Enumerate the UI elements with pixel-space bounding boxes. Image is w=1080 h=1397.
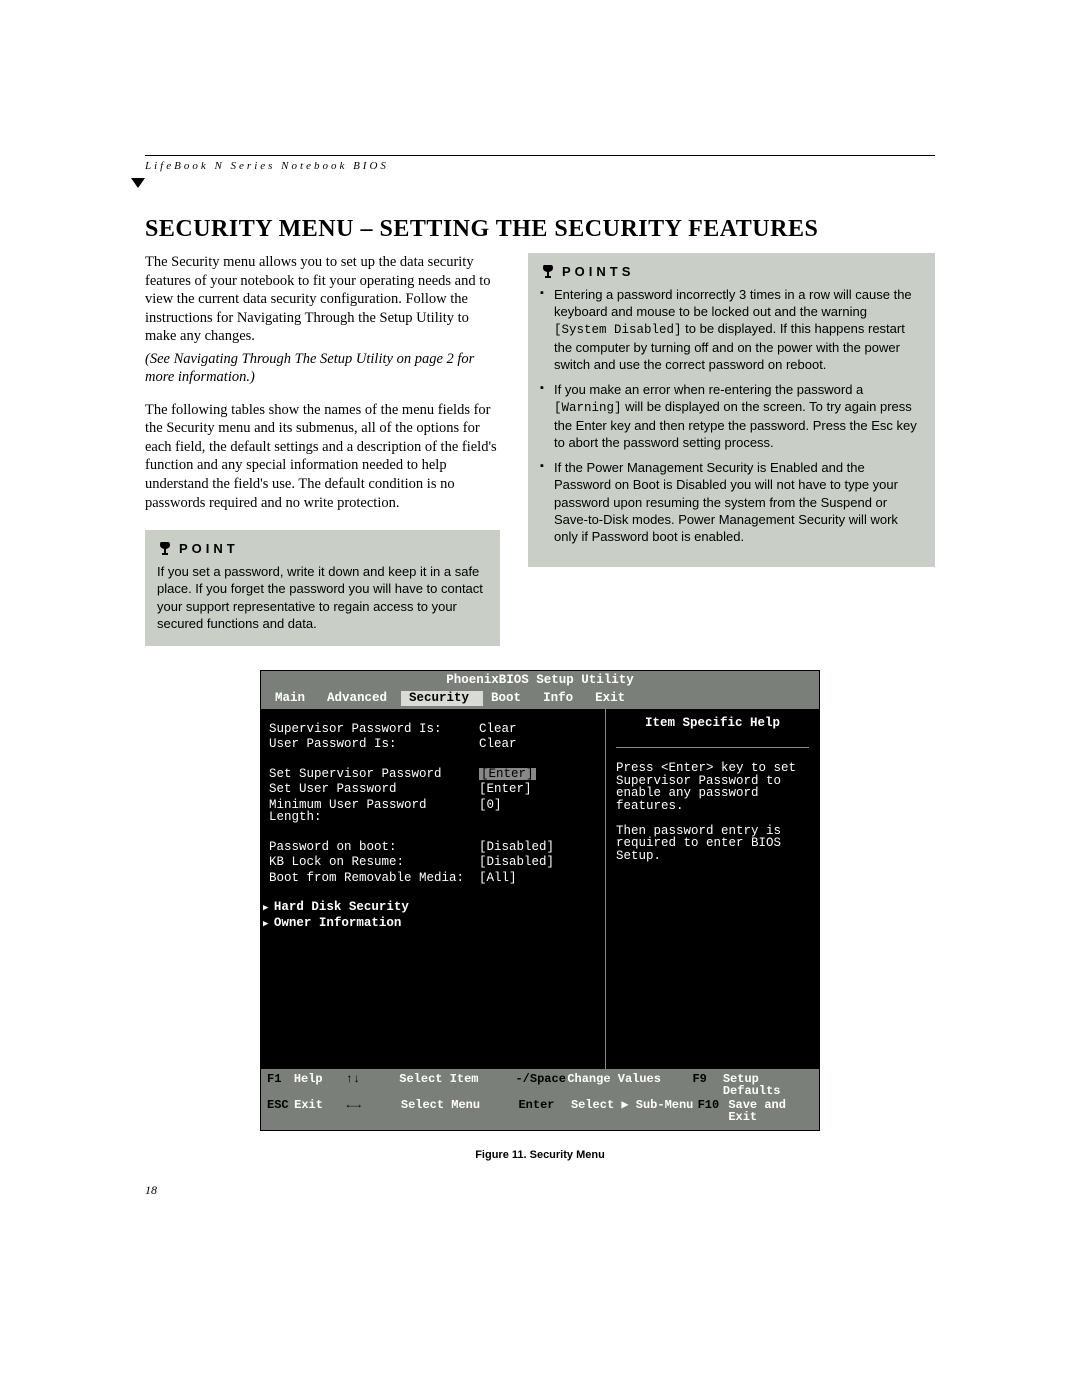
points-list-item: Entering a password incorrectly 3 times … <box>540 286 923 373</box>
point-text: If you set a password, write it down and… <box>157 563 488 632</box>
bios-footer: F1Help↑↓Select Item-/SpaceChange ValuesF… <box>261 1069 819 1130</box>
bios-field-row[interactable]: Set Supervisor Password[Enter] <box>269 768 597 781</box>
bios-menu-item[interactable]: Info <box>535 691 587 706</box>
bios-field-value: [Disabled] <box>479 841 554 854</box>
bios-body: Supervisor Password Is:ClearUser Passwor… <box>261 709 819 1069</box>
bios-field-value: [All] <box>479 872 517 885</box>
page-title: SECURITY MENU – SETTING THE SECURITY FEA… <box>145 216 935 243</box>
bios-fields-panel: Supervisor Password Is:ClearUser Passwor… <box>261 709 606 1069</box>
page-number: 18 <box>145 1183 935 1198</box>
bios-menu-item[interactable]: Boot <box>483 691 535 706</box>
bios-field-value: Clear <box>479 723 517 736</box>
header-rule <box>145 155 935 156</box>
points-icon <box>540 264 556 280</box>
points-list: Entering a password incorrectly 3 times … <box>540 286 923 545</box>
bios-menu-item[interactable]: Main <box>267 691 319 706</box>
point-callout: POINT If you set a password, write it do… <box>145 530 500 646</box>
bios-menu-item[interactable]: Advanced <box>319 691 401 706</box>
running-head: LifeBook N Series Notebook BIOS <box>145 160 935 172</box>
intro-paragraph: The Security menu allows you to set up t… <box>145 253 500 346</box>
bios-field-row[interactable]: Minimum User Password Length:[0] <box>269 799 597 824</box>
bios-help-text: Press <Enter> key to set Supervisor Pass… <box>616 762 809 862</box>
bios-help-panel: Item Specific Help Press <Enter> key to … <box>606 709 819 1069</box>
bios-field-value: [Enter] <box>479 783 532 796</box>
bios-field-label: Set Supervisor Password <box>269 768 479 781</box>
points-list-item: If the Power Management Security is Enab… <box>540 459 923 545</box>
right-column: POINTS Entering a password incorrectly 3… <box>528 253 935 646</box>
bios-field-row[interactable]: Supervisor Password Is:Clear <box>269 723 597 736</box>
bios-field-label: Set User Password <box>269 783 479 796</box>
bios-field-label: Boot from Removable Media: <box>269 872 479 885</box>
bios-field-row[interactable]: KB Lock on Resume:[Disabled] <box>269 856 597 869</box>
bios-field-label: Supervisor Password Is: <box>269 723 479 736</box>
bios-menu-item[interactable]: Security <box>401 691 483 706</box>
bios-field-row[interactable]: Password on boot:[Disabled] <box>269 841 597 854</box>
bios-submenu-item[interactable]: Owner Information <box>263 917 597 930</box>
left-column: The Security menu allows you to set up t… <box>145 253 500 646</box>
bios-figure: PhoenixBIOS Setup Utility MainAdvancedSe… <box>260 670 820 1161</box>
see-reference: (See Navigating Through The Setup Utilit… <box>145 350 500 387</box>
bios-field-label: User Password Is: <box>269 738 479 751</box>
bios-menu-bar: MainAdvancedSecurityBootInfoExit <box>261 688 819 709</box>
points-callout: POINTS Entering a password incorrectly 3… <box>528 253 935 567</box>
bios-title-bar: PhoenixBIOS Setup Utility <box>261 671 819 689</box>
bios-field-row[interactable]: Boot from Removable Media:[All] <box>269 872 597 885</box>
description-paragraph: The following tables show the names of t… <box>145 401 500 512</box>
bios-field-label: Minimum User Password Length: <box>269 799 479 824</box>
bios-field-value: [Enter] <box>479 768 536 781</box>
figure-caption: Figure 11. Security Menu <box>260 1149 820 1161</box>
points-list-item: If you make an error when re-entering th… <box>540 381 923 451</box>
bios-field-row[interactable]: Set User Password[Enter] <box>269 783 597 796</box>
bios-window: PhoenixBIOS Setup Utility MainAdvancedSe… <box>260 670 820 1131</box>
bios-field-label: KB Lock on Resume: <box>269 856 479 869</box>
page-content: LifeBook N Series Notebook BIOS SECURITY… <box>145 155 935 1198</box>
bios-help-title: Item Specific Help <box>616 717 809 730</box>
bios-field-value: [0] <box>479 799 502 824</box>
point-icon <box>157 541 173 557</box>
two-column-layout: The Security menu allows you to set up t… <box>145 253 935 646</box>
bios-help-divider <box>616 747 809 748</box>
bios-field-value: Clear <box>479 738 517 751</box>
header-triangle-icon <box>131 178 145 188</box>
bios-field-row[interactable]: User Password Is:Clear <box>269 738 597 751</box>
point-title: POINT <box>179 540 239 557</box>
bios-menu-item[interactable]: Exit <box>587 691 639 706</box>
bios-submenu-item[interactable]: Hard Disk Security <box>263 901 597 914</box>
bios-field-value: [Disabled] <box>479 856 554 869</box>
points-title: POINTS <box>562 263 634 280</box>
bios-field-label: Password on boot: <box>269 841 479 854</box>
bios-footer-row: F1Help↑↓Select Item-/SpaceChange ValuesF… <box>267 1073 813 1097</box>
bios-footer-row: ESCExit←→Select MenuEnterSelect ▶ Sub-Me… <box>267 1099 813 1123</box>
